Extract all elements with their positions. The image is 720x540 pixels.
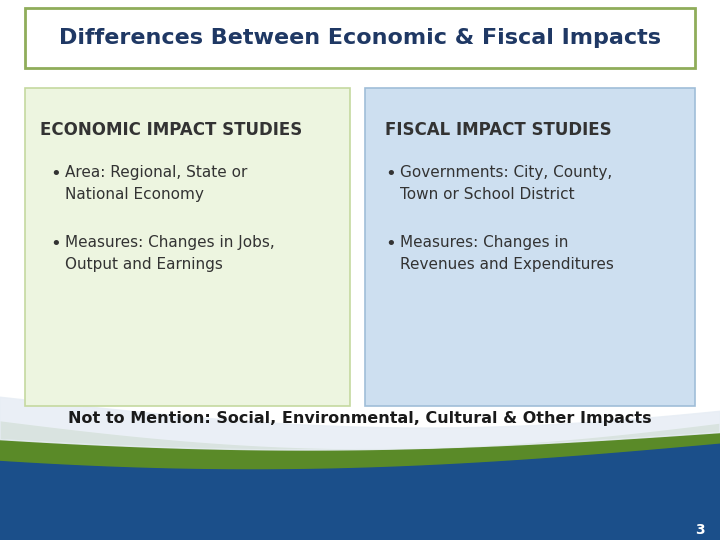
Text: Not to Mention: Social, Environmental, Cultural & Other Impacts: Not to Mention: Social, Environmental, C…: [68, 410, 652, 426]
FancyBboxPatch shape: [25, 8, 695, 68]
Text: •: •: [385, 165, 396, 183]
Text: ECONOMIC IMPACT STUDIES: ECONOMIC IMPACT STUDIES: [40, 121, 302, 139]
Text: Measures: Changes in
Revenues and Expenditures: Measures: Changes in Revenues and Expend…: [400, 235, 614, 272]
FancyBboxPatch shape: [25, 88, 350, 406]
Text: Area: Regional, State or
National Economy: Area: Regional, State or National Econom…: [65, 165, 248, 202]
Text: FISCAL IMPACT STUDIES: FISCAL IMPACT STUDIES: [385, 121, 611, 139]
Text: •: •: [385, 235, 396, 253]
Text: Differences Between Economic & Fiscal Impacts: Differences Between Economic & Fiscal Im…: [59, 28, 661, 48]
FancyBboxPatch shape: [365, 88, 695, 406]
Text: Governments: City, County,
Town or School District: Governments: City, County, Town or Schoo…: [400, 165, 612, 202]
Text: Measures: Changes in Jobs,
Output and Earnings: Measures: Changes in Jobs, Output and Ea…: [65, 235, 275, 272]
Text: •: •: [50, 165, 60, 183]
Text: 3: 3: [696, 523, 705, 537]
Text: •: •: [50, 235, 60, 253]
